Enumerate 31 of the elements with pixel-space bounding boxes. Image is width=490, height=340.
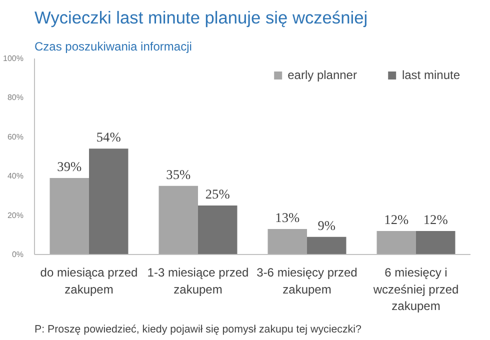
bar: [268, 229, 307, 254]
data-label: 39%: [57, 159, 82, 174]
text: P: Proszę powiedzieć, kiedy pojawił się pomysł zakupu tej wycieczki?: [34, 324, 362, 336]
legend-label: early planner: [288, 68, 357, 82]
chart-title: Wycieczki last minute planuje się wcześniej: [34, 8, 368, 28]
bar: [50, 178, 89, 254]
y-tick-label: 40%: [7, 172, 24, 181]
bar: [307, 236, 346, 254]
y-tick-label: 100%: [3, 54, 24, 63]
bar: [198, 206, 238, 254]
y-tick-label: 0%: [12, 250, 24, 259]
bar: [416, 230, 456, 254]
y-tick-label: 60%: [7, 132, 24, 142]
data-label: 13%: [275, 210, 300, 226]
legend-label: last minute: [402, 68, 460, 82]
data-label: 35%: [166, 166, 191, 182]
x-tick-label: 3-6 miesięcy przed zakupem: [256, 266, 358, 296]
data-label: 25%: [205, 186, 230, 202]
x-tick-label: 6 miesięcy i wcześniej przed zakupem: [372, 266, 459, 314]
bar: [158, 186, 198, 254]
x-tick-label: 1-3 miesiące przed zakupem: [147, 266, 249, 296]
chart-subtitle: Czas poszukiwania informacji: [34, 40, 192, 54]
y-tick-label: 80%: [7, 93, 24, 102]
x-tick-label: do miesiąca przed zakupem: [40, 266, 138, 296]
data-label: 9%: [318, 218, 336, 233]
bar: [376, 230, 416, 254]
data-label: 54%: [96, 130, 121, 145]
data-label: 12%: [423, 212, 448, 227]
bar: [89, 148, 128, 254]
y-tick-label: 20%: [7, 210, 24, 220]
data-label: 12%: [384, 212, 409, 227]
